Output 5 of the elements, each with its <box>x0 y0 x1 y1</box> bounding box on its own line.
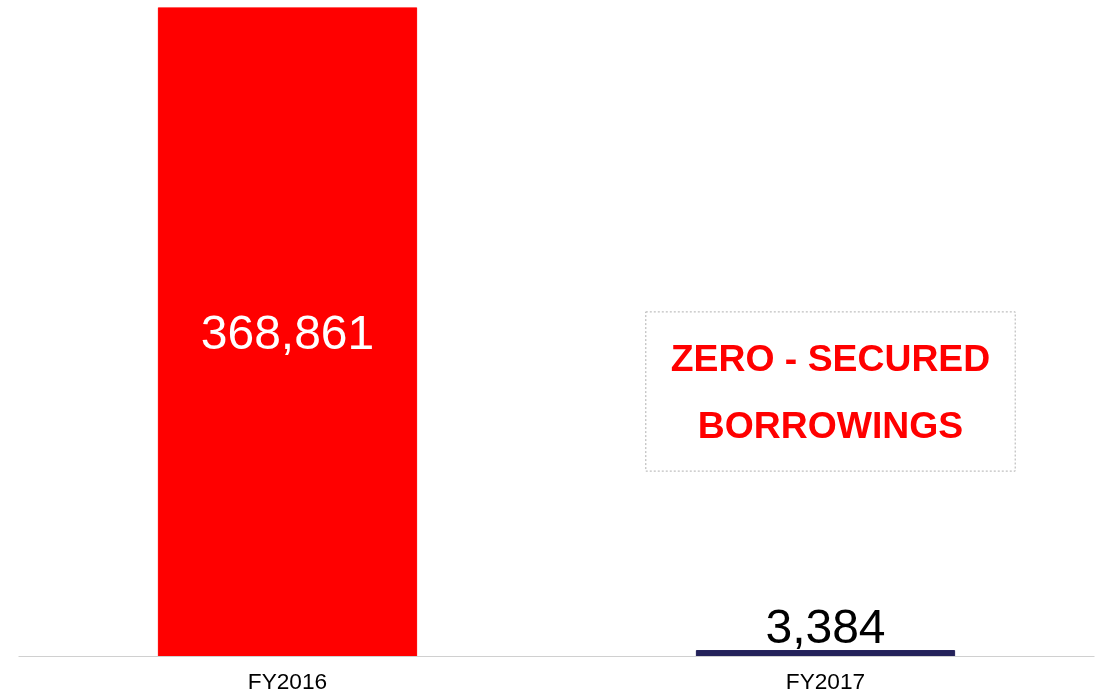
x-tick-label: FY2017 <box>785 667 866 694</box>
data-label: 3,384 <box>765 599 886 653</box>
annotation: ZERO - SECURED BORROWINGS <box>670 336 991 447</box>
x-tick-label: FY2016 <box>247 667 328 694</box>
data-label: 368,861 <box>200 305 375 359</box>
